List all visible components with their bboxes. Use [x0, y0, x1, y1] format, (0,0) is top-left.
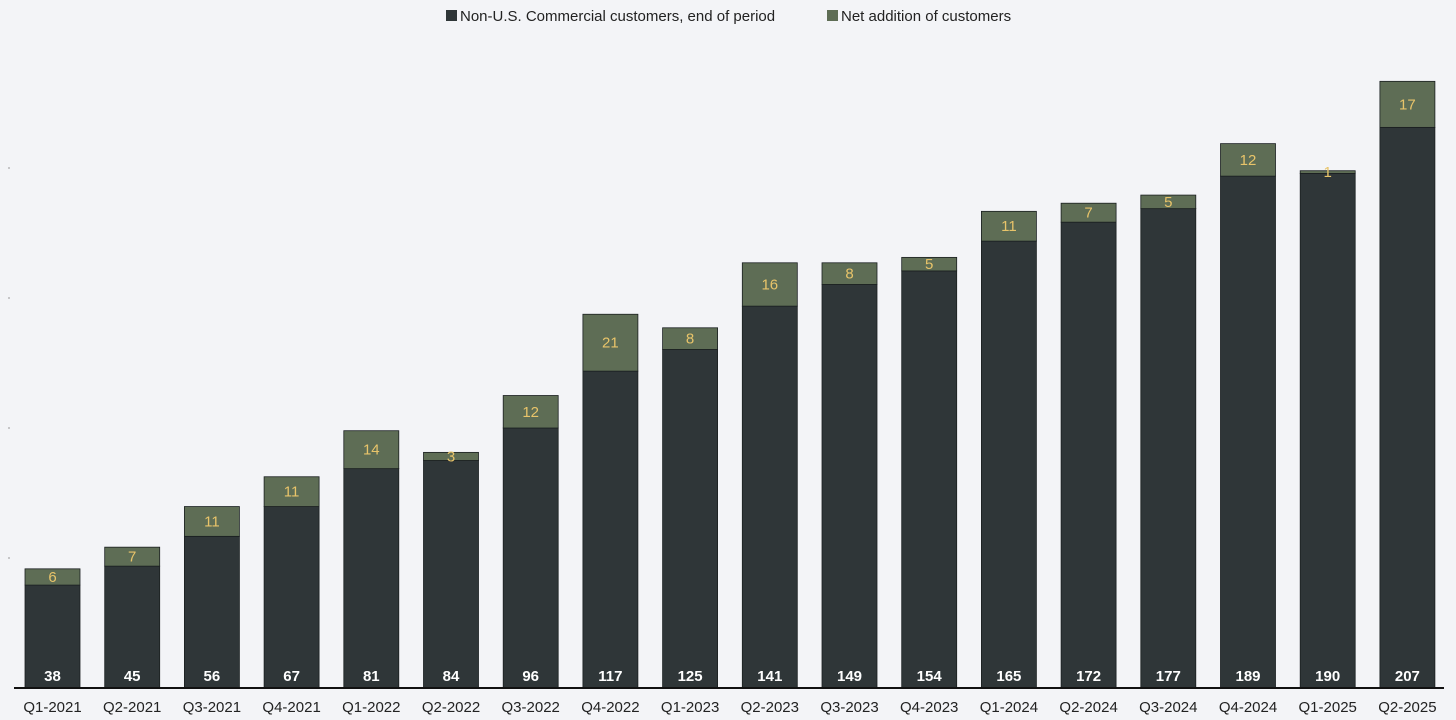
bar-base: [502, 427, 559, 689]
base-value-label: 81: [363, 668, 380, 685]
addition-value-label: 6: [48, 569, 56, 586]
bar-base: [343, 468, 400, 689]
base-value-label: 56: [204, 668, 221, 685]
bar-base: [104, 565, 161, 689]
base-value-label: 38: [44, 668, 61, 685]
bar-addition: [502, 395, 559, 429]
bar-base: [1379, 126, 1436, 689]
x-tick-label: Q3-2021: [183, 699, 241, 716]
addition-value-label: 16: [761, 276, 778, 293]
base-value-label: 154: [917, 668, 943, 685]
bar-addition: [263, 476, 320, 507]
base-value-label: 96: [522, 668, 539, 685]
x-tick-label: Q3-2022: [502, 699, 560, 716]
bar-addition: [1379, 80, 1436, 128]
addition-value-label: 11: [204, 513, 220, 530]
x-tick-label: Q2-2023: [741, 699, 799, 716]
bar-addition: [662, 327, 718, 350]
x-tick-label: Q1-2022: [342, 699, 400, 716]
bar-addition: [981, 210, 1037, 242]
base-value-label: 125: [678, 668, 703, 685]
legend-label-additions: Net addition of customers: [841, 8, 1011, 25]
bar-base: [1060, 221, 1117, 689]
y-axis-ticks: [8, 167, 10, 559]
bar-base: [901, 270, 958, 689]
bar-addition: [24, 568, 81, 586]
legend-swatch-additions: [827, 10, 838, 21]
base-value-label: 165: [996, 668, 1021, 685]
x-tick-label: Q4-2024: [1219, 699, 1277, 716]
bar-base: [24, 584, 81, 689]
bar-base: [662, 349, 718, 689]
legend: Non-U.S. Commercial customers, end of pe…: [446, 8, 1011, 25]
base-value-label: 67: [283, 668, 300, 685]
addition-value-label: 14: [363, 442, 380, 459]
x-tick-label: Q2-2022: [422, 699, 480, 716]
x-tick-label: Q2-2024: [1059, 699, 1117, 716]
bar-base: [741, 305, 798, 689]
bar-addition: [582, 313, 639, 372]
bar-base: [263, 506, 320, 689]
addition-value-label: 8: [845, 266, 853, 283]
bar-addition: [1140, 194, 1197, 210]
x-tick-label: Q1-2021: [23, 699, 81, 716]
addition-value-label: 7: [128, 549, 136, 566]
base-value-label: 45: [124, 668, 141, 685]
x-tick-label: Q2-2021: [103, 699, 161, 716]
addition-value-label: 11: [284, 484, 300, 501]
addition-value-label: 7: [1084, 205, 1092, 222]
x-tick-label: Q3-2024: [1139, 699, 1197, 716]
base-value-label: 207: [1395, 668, 1420, 685]
bar-base: [1140, 208, 1197, 689]
addition-value-label: 17: [1399, 96, 1416, 113]
addition-value-label: 5: [925, 256, 933, 273]
x-axis-labels: Q1-2021 Q2-2021 Q3-2021 Q4-2021 Q1-2022 Q2-20…: [23, 699, 1436, 716]
bar-addition: [343, 430, 400, 470]
addition-value-label: 21: [602, 335, 619, 352]
bar-addition: [901, 256, 958, 272]
x-tick-label: Q4-2022: [581, 699, 639, 716]
x-tick-label: Q1-2024: [980, 699, 1038, 716]
base-value-label: 149: [837, 668, 862, 685]
x-tick-label: Q1-2025: [1299, 699, 1357, 716]
bar-addition: [183, 506, 240, 537]
bar-base: [582, 370, 639, 689]
bar-addition: [1299, 170, 1356, 174]
x-tick-label: Q2-2025: [1378, 699, 1436, 716]
base-value-label: 172: [1076, 668, 1101, 685]
bar-addition: [741, 262, 798, 307]
bar-addition: [104, 546, 161, 567]
bar-addition: [1220, 143, 1276, 177]
bar-base: [183, 535, 240, 689]
bar-base: [1220, 175, 1276, 689]
bar-addition: [423, 451, 479, 461]
legend-label-base: Non-U.S. Commercial customers, end of pe…: [460, 8, 775, 25]
addition-value-label: 5: [1164, 194, 1172, 211]
addition-value-label: 3: [447, 448, 455, 465]
base-value-label: 190: [1315, 668, 1340, 685]
addition-value-label: 11: [1001, 218, 1017, 235]
base-value-label: 177: [1156, 668, 1181, 685]
base-value-label: 117: [598, 668, 622, 685]
base-value-label: 141: [757, 668, 782, 685]
bars: 3864575611671181148439612117211258141161…: [24, 80, 1436, 689]
x-tick-label: Q4-2023: [900, 699, 958, 716]
bar-addition: [1060, 202, 1117, 223]
bar-base: [1299, 173, 1356, 689]
x-tick-label: Q4-2021: [262, 699, 320, 716]
base-value-label: 84: [443, 668, 460, 685]
x-tick-label: Q3-2023: [820, 699, 878, 716]
addition-value-label: 1: [1324, 164, 1332, 181]
addition-value-label: 12: [1240, 152, 1257, 169]
base-value-label: 189: [1235, 668, 1260, 685]
addition-value-label: 12: [522, 404, 539, 421]
legend-swatch-base: [446, 10, 457, 21]
addition-value-label: 8: [686, 331, 694, 348]
bar-base: [423, 460, 479, 689]
bar-base: [821, 284, 878, 689]
bar-base: [981, 240, 1037, 689]
bar-addition: [821, 262, 878, 285]
x-tick-label: Q1-2023: [661, 699, 719, 716]
